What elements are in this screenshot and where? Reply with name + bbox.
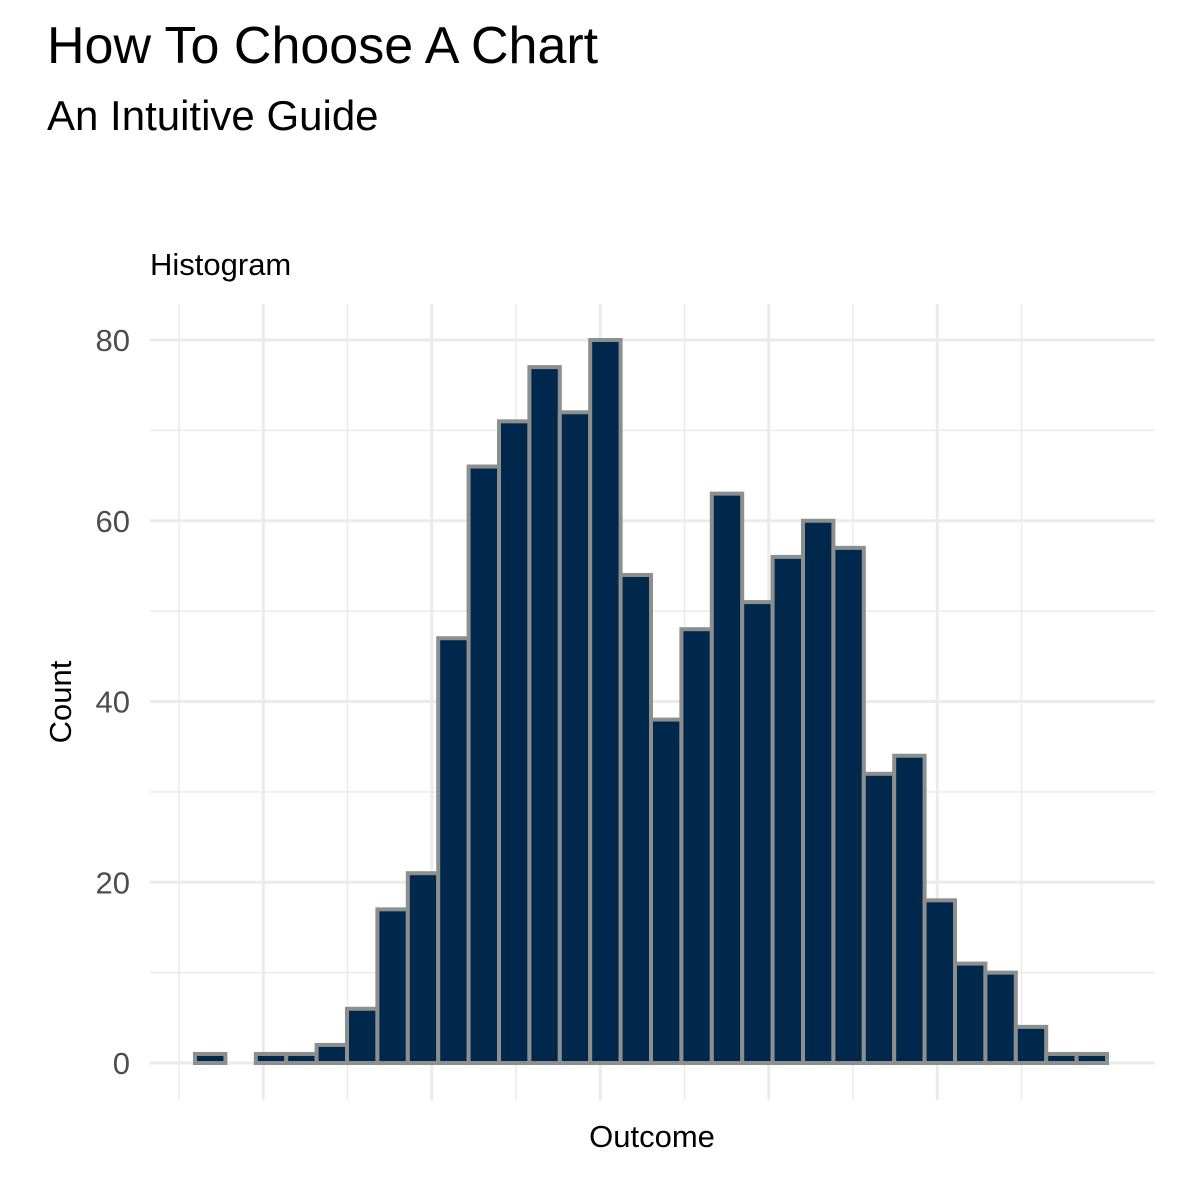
histogram-bar xyxy=(314,1042,350,1066)
histogram-bar xyxy=(1044,1051,1079,1066)
histogram-bar xyxy=(953,961,988,1066)
page-subtitle: An Intuitive Guide xyxy=(47,92,379,139)
histogram-bar xyxy=(801,518,836,1065)
histogram-bar xyxy=(740,600,775,1066)
histogram-bar xyxy=(497,419,532,1065)
histogram-bar xyxy=(922,898,957,1066)
histogram-bar xyxy=(284,1051,319,1066)
histogram-bar xyxy=(345,1006,380,1066)
y-tick-label: 0 xyxy=(113,1046,130,1081)
histogram-bar xyxy=(405,871,441,1066)
histogram-bar xyxy=(193,1051,228,1066)
histogram-bar xyxy=(527,365,562,1065)
histogram-bar xyxy=(831,545,866,1065)
y-tick-label: 20 xyxy=(96,865,130,900)
x-axis-title: Outcome xyxy=(589,1119,715,1154)
chart-title: Histogram xyxy=(150,247,291,282)
histogram-bar xyxy=(618,572,653,1065)
histogram-bar xyxy=(1074,1051,1109,1066)
histogram-bar xyxy=(649,717,684,1065)
histogram-bar xyxy=(557,410,593,1065)
y-tick-label: 40 xyxy=(96,685,130,720)
histogram-bar xyxy=(375,907,410,1065)
y-tick-label: 80 xyxy=(96,323,130,358)
y-axis-title: Count xyxy=(43,660,78,743)
histogram-bar xyxy=(588,338,623,1065)
histogram-bar xyxy=(983,970,1018,1065)
histogram-bar xyxy=(253,1051,289,1066)
histogram-bar xyxy=(466,464,502,1065)
histogram-bar xyxy=(892,753,927,1065)
y-tick-labels: 0 20 40 60 80 xyxy=(96,323,130,1081)
histogram-bar xyxy=(770,554,805,1066)
bars xyxy=(193,338,1109,1066)
histogram-bar xyxy=(1013,1024,1049,1065)
histogram-bar xyxy=(679,627,714,1065)
histogram-bar xyxy=(861,771,897,1065)
y-tick-label: 60 xyxy=(96,504,130,539)
page-title: How To Choose A Chart xyxy=(47,17,599,75)
histogram-bar xyxy=(709,491,745,1065)
histogram-bar xyxy=(436,636,471,1065)
